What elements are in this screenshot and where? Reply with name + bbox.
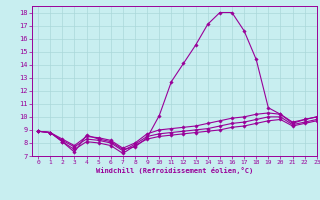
X-axis label: Windchill (Refroidissement éolien,°C): Windchill (Refroidissement éolien,°C) xyxy=(96,167,253,174)
